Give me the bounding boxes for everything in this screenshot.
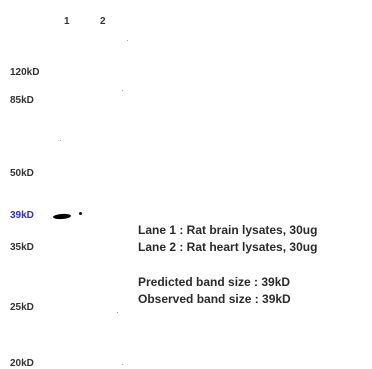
- lane-1-band: [52, 213, 72, 220]
- marker-39kd: 39kD: [10, 210, 34, 221]
- marker-120kd: 120kD: [10, 67, 40, 78]
- speck: [122, 90, 123, 91]
- lane-2-label: 2: [100, 16, 106, 27]
- lane-1-label: 1: [64, 16, 70, 27]
- marker-25kd: 25kD: [10, 302, 34, 313]
- speck: [60, 140, 61, 141]
- predicted-band-size: Predicted band size : 39kD: [138, 275, 291, 289]
- marker-85kd: 85kD: [10, 95, 34, 106]
- observed-band-size: Observed band size : 39kD: [138, 292, 291, 306]
- marker-50kd: 50kD: [10, 168, 34, 179]
- legend-lane-1: Lane 1 : Rat brain lysates, 30ug: [138, 223, 318, 237]
- marker-20kd: 20kD: [10, 358, 34, 369]
- speck: [122, 364, 123, 365]
- speck: [117, 312, 118, 313]
- lane-2-band: [79, 212, 82, 215]
- speck: [127, 40, 128, 41]
- marker-35kd: 35kD: [10, 242, 34, 253]
- legend-lane-2: Lane 2 : Rat heart lysates, 30ug: [138, 240, 318, 254]
